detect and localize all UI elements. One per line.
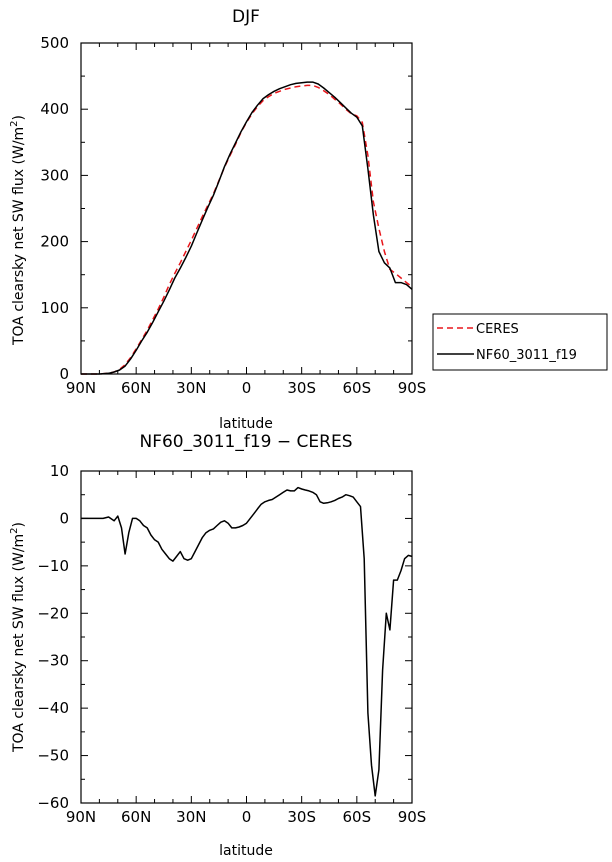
y-tick-label: −20 xyxy=(37,604,69,622)
y-axis-label: TOA clearsky net SW flux (W/m2) xyxy=(9,115,27,346)
x-tick-label: 30S xyxy=(287,379,316,397)
y-tick-labels: 10 0 −10 −20 −30 −40 −50 −60 xyxy=(37,462,69,812)
x-tick-label: 30N xyxy=(176,379,206,397)
x-tick-label: 90S xyxy=(398,379,427,397)
y-tick-label: −40 xyxy=(37,699,69,717)
series-lines xyxy=(81,81,413,375)
series-line-ceres xyxy=(81,84,413,375)
y-tick-label: 100 xyxy=(40,299,69,317)
y-tick-label: 0 xyxy=(59,509,69,527)
y-tick-label: 500 xyxy=(40,34,69,52)
y-tick-label: −50 xyxy=(37,747,69,765)
y-tick-label: 0 xyxy=(59,365,69,383)
y-axis-label: TOA clearsky net SW flux (W/m2) xyxy=(9,522,27,753)
x-tick-label: 60N xyxy=(121,379,151,397)
x-tick-label: 60N xyxy=(121,808,151,826)
plot-frame xyxy=(80,42,413,375)
tick-marks xyxy=(80,470,413,804)
y-tick-label: 10 xyxy=(50,462,69,480)
legend-label-ceres: CERES xyxy=(476,322,519,337)
chart-title: NF60_3011_f19 − CERES xyxy=(139,432,352,452)
x-tick-labels: 90N 60N 30N 0 30S 60S 90S xyxy=(66,808,426,826)
legend-label-nf60: NF60_3011_f19 xyxy=(476,348,577,363)
series-line-difference xyxy=(81,486,413,797)
x-tick-label: 90S xyxy=(398,808,427,826)
plot-frame xyxy=(80,470,413,804)
chart-title: DJF xyxy=(232,7,260,27)
legend: CERES NF60_3011_f19 xyxy=(432,313,608,371)
y-tick-labels: 0 100 200 300 400 500 xyxy=(40,34,69,383)
x-tick-label: 0 xyxy=(242,379,252,397)
panel-bottom-difference: NF60_3011_f19 − CERES 90N 60N 30N 0 30S 60S 90… xyxy=(9,432,426,859)
x-tick-label: 0 xyxy=(242,808,252,826)
x-tick-label: 60S xyxy=(343,379,372,397)
x-tick-label: 60S xyxy=(343,808,372,826)
x-axis-label: latitude xyxy=(219,416,273,432)
y-tick-label: −30 xyxy=(37,652,69,670)
legend-box xyxy=(432,313,608,371)
y-tick-label: 400 xyxy=(40,100,69,118)
y-tick-label: −10 xyxy=(37,557,69,575)
x-tick-label: 30S xyxy=(287,808,316,826)
panel-top-djf: DJF 90N 60N 30N 0 30S 60S 90S 0 100 200 300 400 500… xyxy=(9,7,426,432)
series-lines xyxy=(81,486,413,797)
x-tick-label: 30N xyxy=(176,808,206,826)
x-axis-label: latitude xyxy=(219,843,273,859)
y-tick-label: −60 xyxy=(37,794,69,812)
tick-marks xyxy=(80,42,413,375)
series-line-nf60-3011-f19 xyxy=(81,81,413,375)
y-tick-label: 300 xyxy=(40,166,69,184)
x-tick-label: 90N xyxy=(66,379,96,397)
x-tick-labels: 90N 60N 30N 0 30S 60S 90S xyxy=(66,379,426,397)
y-tick-label: 200 xyxy=(40,233,69,251)
x-tick-label: 90N xyxy=(66,808,96,826)
